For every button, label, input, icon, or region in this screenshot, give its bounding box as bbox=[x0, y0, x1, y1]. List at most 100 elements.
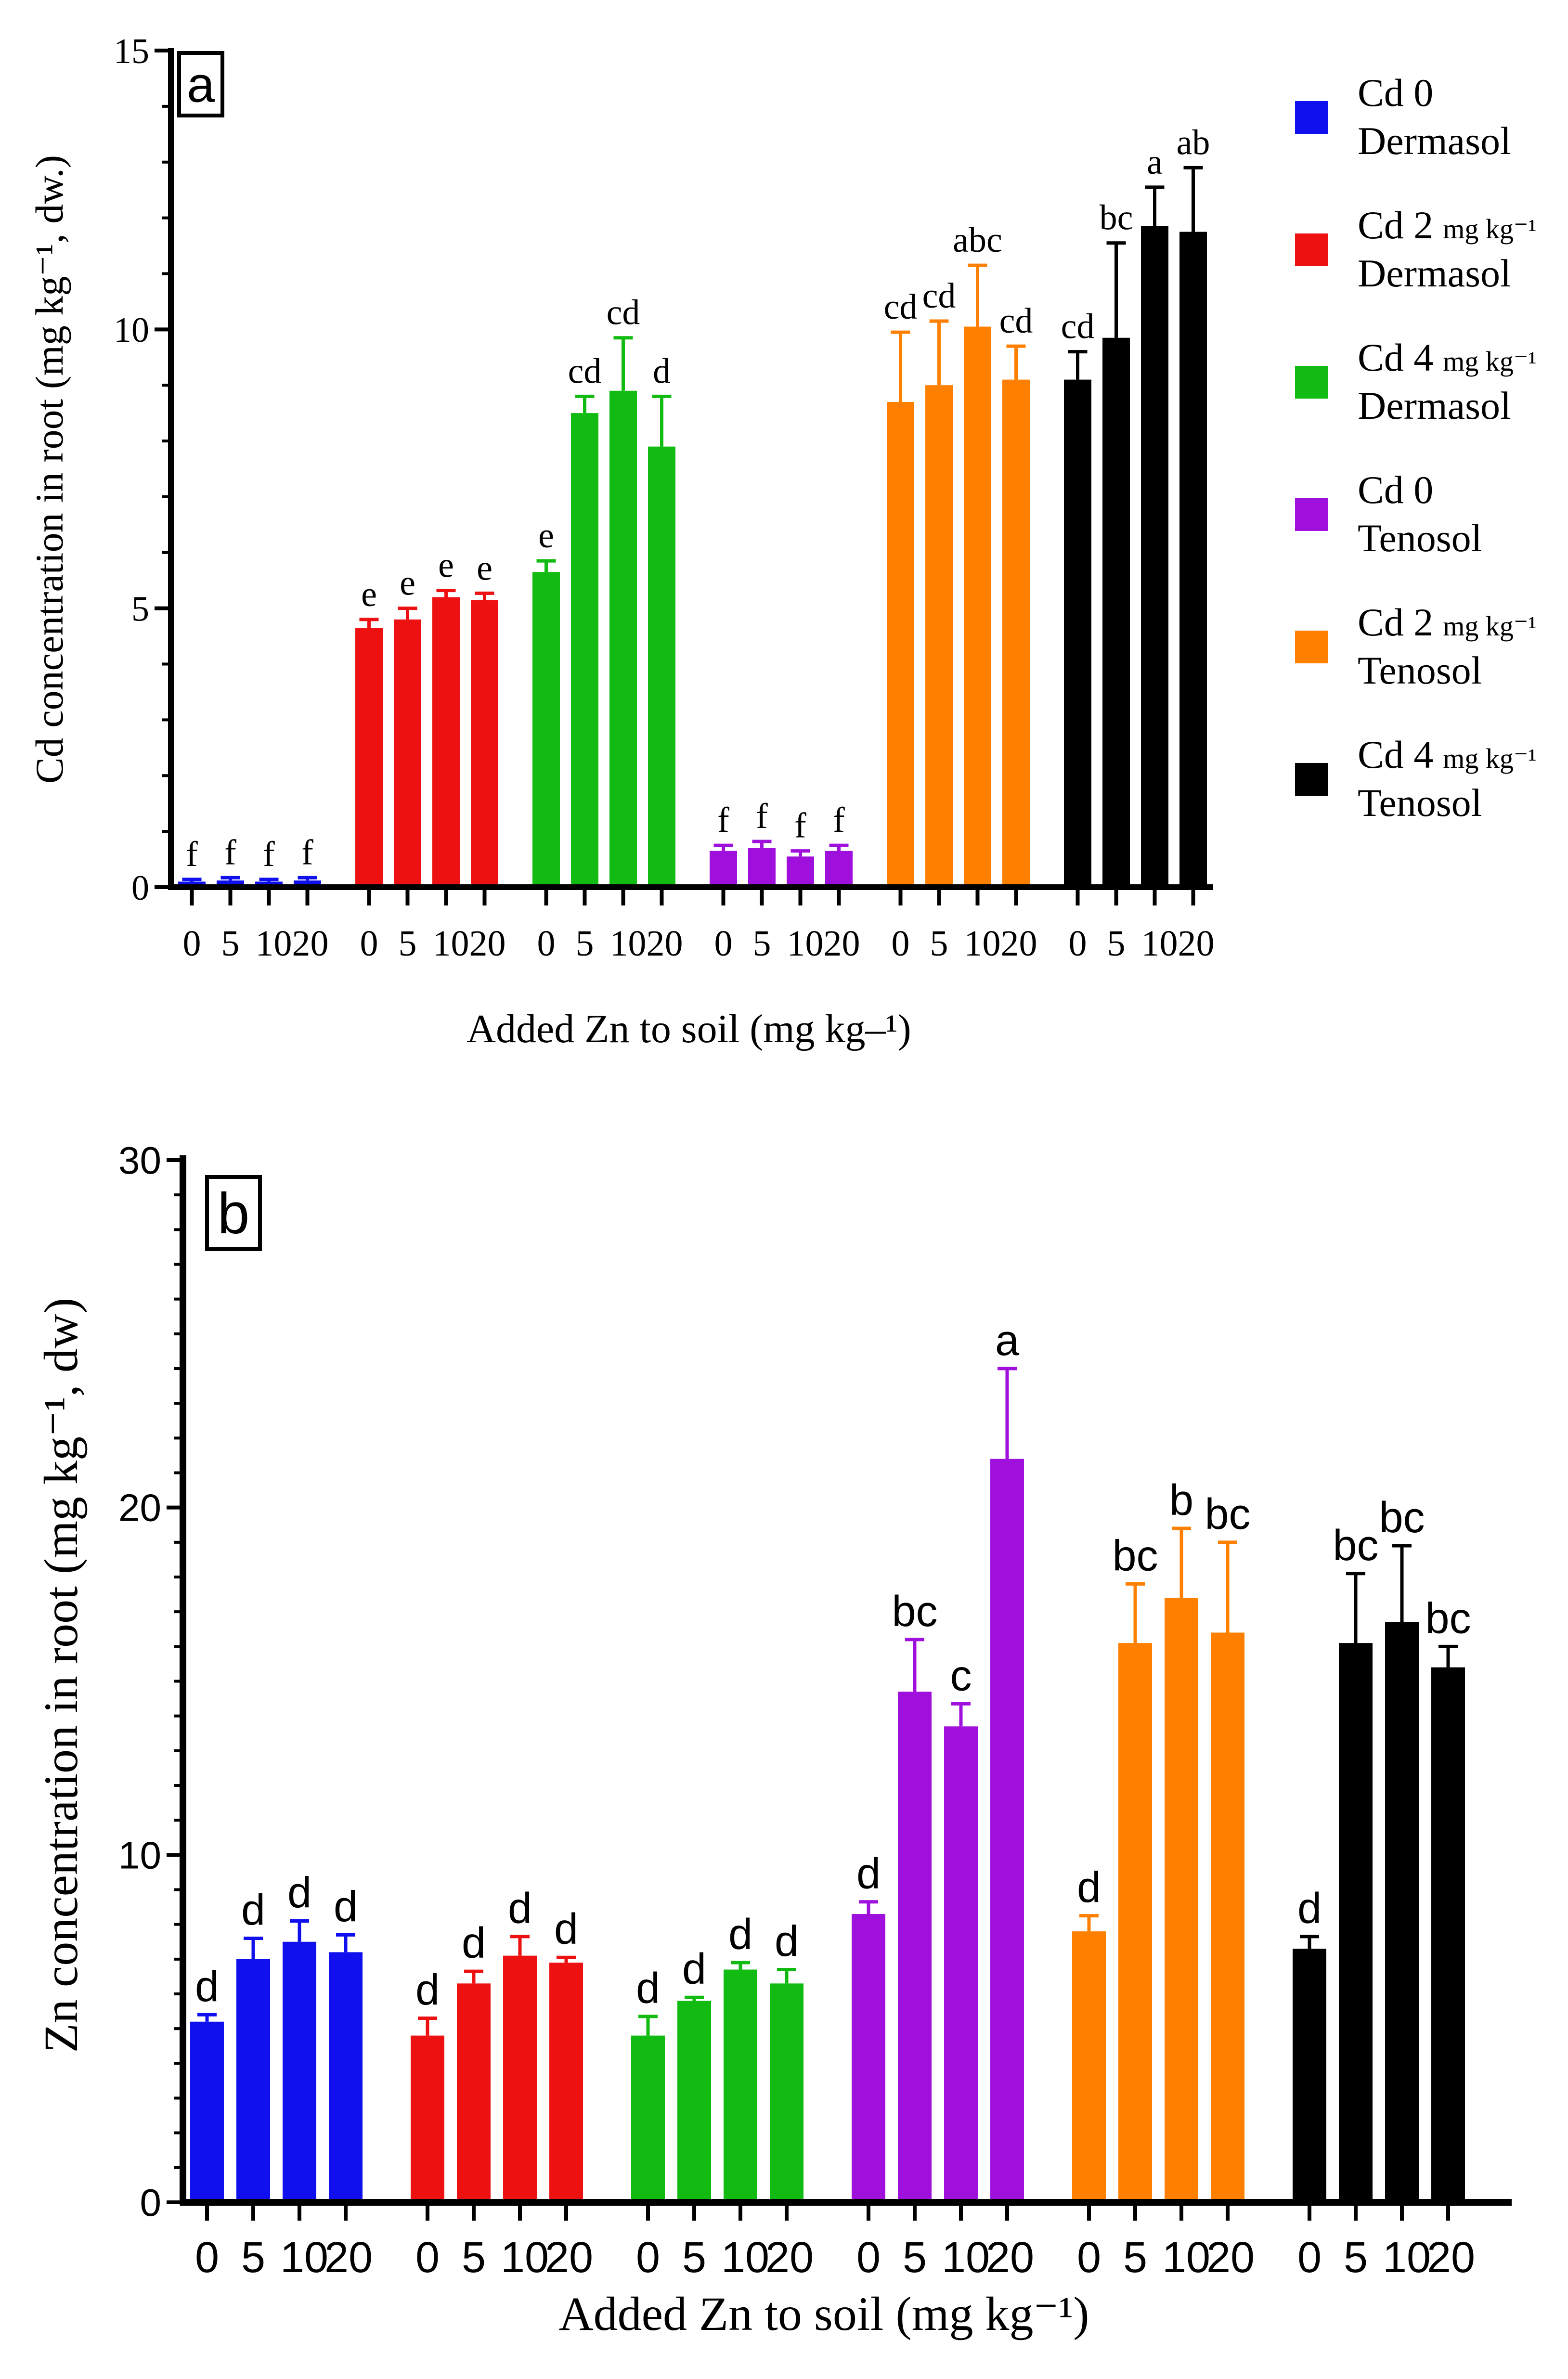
x-tick-label: 5 bbox=[241, 2234, 265, 2282]
bar bbox=[1118, 1643, 1152, 2202]
legend-label-soil: Dermasol bbox=[1358, 119, 1511, 163]
bar bbox=[503, 1955, 537, 2202]
x-tick-label: 5 bbox=[930, 923, 948, 964]
x-tick-label: 20 bbox=[1206, 2234, 1255, 2282]
significance-letter: d bbox=[856, 1850, 881, 1898]
bar bbox=[1293, 1949, 1326, 2202]
x-tick-label: 20 bbox=[647, 923, 683, 964]
x-tick-label: 20 bbox=[1427, 2234, 1475, 2282]
x-tick-label: 10 bbox=[610, 923, 647, 964]
x-tick-label: 20 bbox=[324, 2234, 373, 2282]
y-tick-label: 10 bbox=[114, 310, 149, 350]
x-tick-label: 0 bbox=[183, 923, 201, 964]
y-tick-label: 0 bbox=[131, 868, 149, 908]
x-tick-label: 20 bbox=[824, 923, 860, 964]
x-tick-label: 5 bbox=[1344, 2234, 1368, 2282]
bar bbox=[1179, 232, 1207, 888]
significance-letter: d bbox=[1077, 1864, 1101, 1912]
bar bbox=[677, 2001, 711, 2202]
significance-letter: bc bbox=[1425, 1594, 1471, 1642]
x-tick-label: 0 bbox=[1077, 2234, 1101, 2282]
x-tick-label: 5 bbox=[1123, 2234, 1147, 2282]
bar bbox=[1102, 337, 1130, 887]
legend-label-line1: Cd 0 bbox=[1358, 71, 1433, 115]
significance-letter: d bbox=[728, 1911, 752, 1959]
legend-label-unit: mg kg⁻¹ bbox=[1443, 213, 1537, 245]
significance-letter: d bbox=[415, 1966, 440, 2015]
bar bbox=[1002, 379, 1030, 888]
bar bbox=[631, 2035, 665, 2202]
bar bbox=[411, 2035, 444, 2202]
x-tick-label: 20 bbox=[765, 2234, 814, 2282]
significance-letter: e bbox=[438, 546, 454, 585]
x-tick-label: 5 bbox=[682, 2234, 706, 2282]
x-tick-label: 5 bbox=[753, 923, 771, 964]
bar bbox=[609, 390, 637, 888]
significance-letter: f bbox=[263, 835, 275, 874]
x-tick-label: 10 bbox=[721, 2234, 769, 2282]
x-tick-label: 20 bbox=[1001, 923, 1037, 964]
significance-letter: f bbox=[794, 806, 806, 846]
bar bbox=[1211, 1632, 1244, 2202]
bar bbox=[964, 326, 991, 887]
legend-swatch bbox=[1295, 631, 1328, 663]
y-tick-label: 5 bbox=[131, 590, 149, 629]
x-tick-label: 0 bbox=[415, 2234, 440, 2282]
significance-letter: cd bbox=[568, 351, 602, 391]
y-axis-title: Zn concentration in root (mg kg⁻¹, dw) bbox=[34, 1298, 88, 2053]
legend-swatch bbox=[1295, 763, 1328, 796]
significance-letter: d bbox=[653, 351, 671, 391]
legend-label-line1: Cd 0 bbox=[1358, 468, 1433, 512]
significance-letter: d bbox=[241, 1887, 265, 1935]
significance-letter: d bbox=[508, 1885, 532, 1933]
x-tick-label: 5 bbox=[903, 2234, 927, 2282]
significance-letter: ab bbox=[1177, 123, 1210, 162]
bar bbox=[329, 1952, 363, 2202]
significance-letter: e bbox=[538, 516, 554, 556]
bar bbox=[770, 1983, 803, 2202]
x-tick-label: 10 bbox=[787, 923, 824, 964]
y-tick-label: 10 bbox=[118, 1834, 161, 1876]
y-tick-label: 15 bbox=[114, 32, 149, 71]
legend-label-cd: Cd 0 bbox=[1358, 468, 1433, 512]
bar bbox=[990, 1459, 1024, 2202]
bar bbox=[724, 1969, 757, 2202]
bar bbox=[432, 597, 460, 887]
bar bbox=[1165, 1598, 1198, 2202]
x-tick-label: 0 bbox=[714, 923, 733, 964]
x-tick-label: 0 bbox=[537, 923, 556, 964]
significance-letter: d bbox=[462, 1919, 486, 1967]
legend-label-cd: Cd 2 bbox=[1358, 203, 1433, 247]
legend-label-line1: Cd 2 mg kg⁻¹ bbox=[1358, 600, 1537, 644]
significance-letter: cd bbox=[607, 293, 640, 333]
significance-letter: f bbox=[717, 801, 729, 840]
significance-letter: d bbox=[1297, 1885, 1322, 1933]
significance-letter: e bbox=[361, 575, 377, 614]
significance-letter: d bbox=[554, 1905, 578, 1953]
panel-label-box bbox=[177, 51, 224, 117]
significance-letter: bc bbox=[1379, 1494, 1425, 1542]
x-tick-label: 10 bbox=[433, 923, 469, 964]
bar bbox=[190, 2021, 224, 2202]
x-tick-label: 5 bbox=[576, 923, 594, 964]
bar bbox=[1141, 226, 1168, 888]
x-tick-label: 0 bbox=[636, 2234, 660, 2282]
significance-letter: abc bbox=[953, 220, 1002, 260]
legend-label-unit: mg kg⁻¹ bbox=[1443, 610, 1537, 642]
y-axis-title: Cd concentration in root (mg kg⁻¹, dw.) bbox=[27, 155, 71, 784]
legend-label-unit: mg kg⁻¹ bbox=[1443, 743, 1537, 774]
significance-letter: d bbox=[775, 1917, 799, 1965]
legend-label-cd: Cd 2 bbox=[1358, 600, 1433, 644]
x-tick-label: 0 bbox=[892, 923, 910, 964]
bar bbox=[944, 1726, 978, 2202]
legend-label-line1: Cd 4 mg kg⁻¹ bbox=[1358, 336, 1537, 379]
x-tick-label: 10 bbox=[256, 923, 292, 964]
x-tick-label: 0 bbox=[856, 2234, 881, 2282]
legend-label-cd: Cd 0 bbox=[1358, 71, 1433, 115]
significance-letter: d bbox=[195, 1963, 219, 2011]
bar bbox=[898, 1692, 932, 2202]
legend-label-unit: mg kg⁻¹ bbox=[1443, 346, 1537, 377]
x-tick-label: 10 bbox=[501, 2234, 549, 2282]
